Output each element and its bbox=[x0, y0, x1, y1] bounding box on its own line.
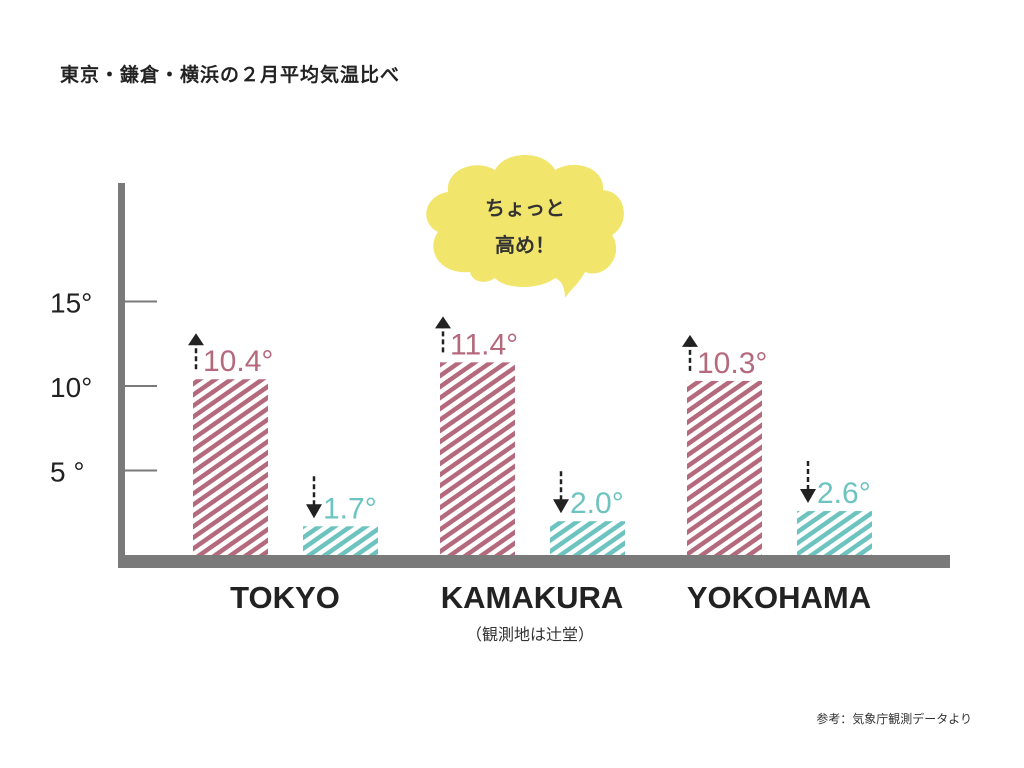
value-label: 10.3° bbox=[697, 347, 767, 380]
value-label: 2.0° bbox=[570, 487, 624, 520]
bar bbox=[550, 521, 625, 555]
bar bbox=[193, 379, 268, 555]
bars: TOKYO 10.4° 1.7° KAMAKURA 11.4° 2.0° YOKOHAMA 1… bbox=[188, 316, 872, 615]
value-label: 1.7° bbox=[323, 492, 377, 525]
arrow-down-icon bbox=[306, 504, 322, 519]
x-axis-line bbox=[118, 555, 950, 568]
arrow-up-icon bbox=[682, 334, 698, 347]
arrow-up-icon bbox=[188, 333, 204, 346]
arrow-down-icon bbox=[553, 499, 569, 514]
y-axis-line bbox=[118, 183, 125, 568]
bar bbox=[797, 511, 872, 555]
y-tick-label: 10° bbox=[50, 372, 92, 403]
bar bbox=[303, 526, 378, 555]
category-label: TOKYO bbox=[230, 580, 340, 615]
value-label: 11.4° bbox=[450, 328, 518, 361]
chart-title: 東京・鎌倉・横浜の２月平均気温比べ bbox=[60, 64, 401, 86]
y-tick-label: 5 ° bbox=[50, 457, 85, 488]
speech-bubble: ちょっと 高め！ bbox=[426, 155, 624, 298]
bar bbox=[687, 380, 762, 555]
bubble-shape bbox=[426, 155, 624, 298]
bar bbox=[440, 362, 515, 555]
axes: 5 ° 10° 15° bbox=[50, 183, 950, 568]
category-label: YOKOHAMA bbox=[687, 580, 871, 615]
bubble-line-2: 高め！ bbox=[495, 233, 555, 257]
y-tick-label: 15° bbox=[50, 288, 92, 319]
arrow-up-icon bbox=[435, 316, 451, 329]
kamakura-note: （観測地は辻堂） bbox=[466, 625, 594, 644]
source-note: 参考：気象庁観測データより bbox=[816, 712, 972, 726]
bubble-line-1: ちょっと bbox=[485, 196, 565, 220]
arrow-down-icon bbox=[800, 489, 816, 504]
category-label: KAMAKURA bbox=[441, 580, 624, 615]
value-label: 10.4° bbox=[203, 345, 273, 378]
value-label: 2.6° bbox=[817, 477, 871, 510]
